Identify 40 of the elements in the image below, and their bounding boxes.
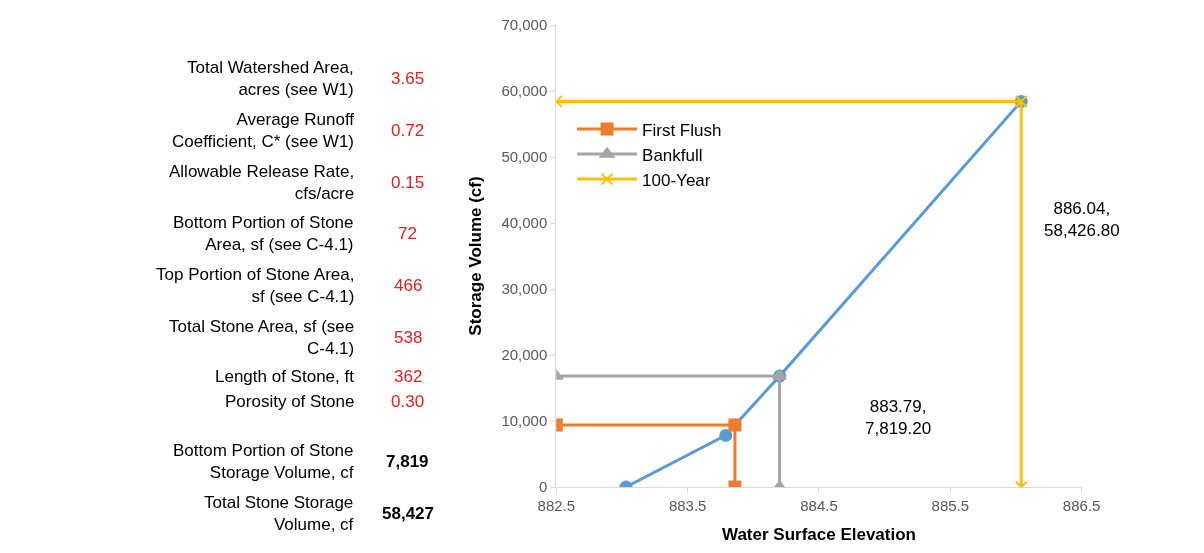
text: Average Runoff Coefficient, C* (see W1) <box>172 110 355 152</box>
text: 3.65 <box>391 69 425 88</box>
x-tick-label: 886.5 <box>1062 497 1101 514</box>
text: 0.72 <box>391 121 425 140</box>
y-tick-label: 60,000 <box>501 82 548 100</box>
y-tick-label: 10,000 <box>501 412 548 430</box>
text: 58,427 <box>382 504 434 523</box>
text: Bottom Portion of Stone Area, sf (see C-4.1) <box>173 213 354 255</box>
x-tick-label: 882.5 <box>537 497 576 514</box>
text: 72 <box>398 224 417 243</box>
y-tick-label: 30,000 <box>501 280 548 298</box>
text: Total Watershed Area, acres (see W1) <box>187 58 354 100</box>
legend-label: 100-Year <box>642 170 711 190</box>
text: Total Stone Storage Volume, cf <box>204 493 354 535</box>
annotation: 883.79, 7,819.20 <box>865 397 932 439</box>
y-tick-label: 50,000 <box>501 148 548 166</box>
annotation: 886.04, 58,426.80 <box>1044 199 1120 241</box>
y-tick-label: 20,000 <box>501 346 548 364</box>
text: 362 <box>394 367 423 386</box>
text: Total Stone Area, sf (see C-4.1) <box>169 317 355 359</box>
y-tick-label: 40,000 <box>501 214 548 232</box>
text: 466 <box>394 276 423 295</box>
text: Top Portion of Stone Area, sf (see C-4.1) <box>156 265 355 307</box>
text: 0.15 <box>391 173 425 192</box>
x-tick-label: 884.5 <box>800 497 838 514</box>
text: 0.30 <box>391 392 425 411</box>
text: 538 <box>394 328 423 347</box>
x-axis-title: Water Surface Elevation <box>721 525 916 545</box>
text: Bottom Portion of Stone Storage Volume, cf <box>173 441 354 483</box>
x-tick-label: 883.5 <box>668 497 707 514</box>
legend-label: Bankfull <box>642 145 703 165</box>
text: Porosity of Stone <box>225 392 355 411</box>
text: Allowable Release Rate, cfs/acre <box>169 162 355 204</box>
text: Length of Stone, ft <box>215 367 355 386</box>
y-tick-label: 0 <box>538 478 548 496</box>
legend-label: First Flush <box>642 120 722 140</box>
y-tick-label: 70,000 <box>501 16 548 34</box>
text: 7,819 <box>386 452 429 471</box>
y-axis-title: Storage Volume (cf) <box>465 176 485 336</box>
x-tick-label: 885.5 <box>931 497 970 514</box>
